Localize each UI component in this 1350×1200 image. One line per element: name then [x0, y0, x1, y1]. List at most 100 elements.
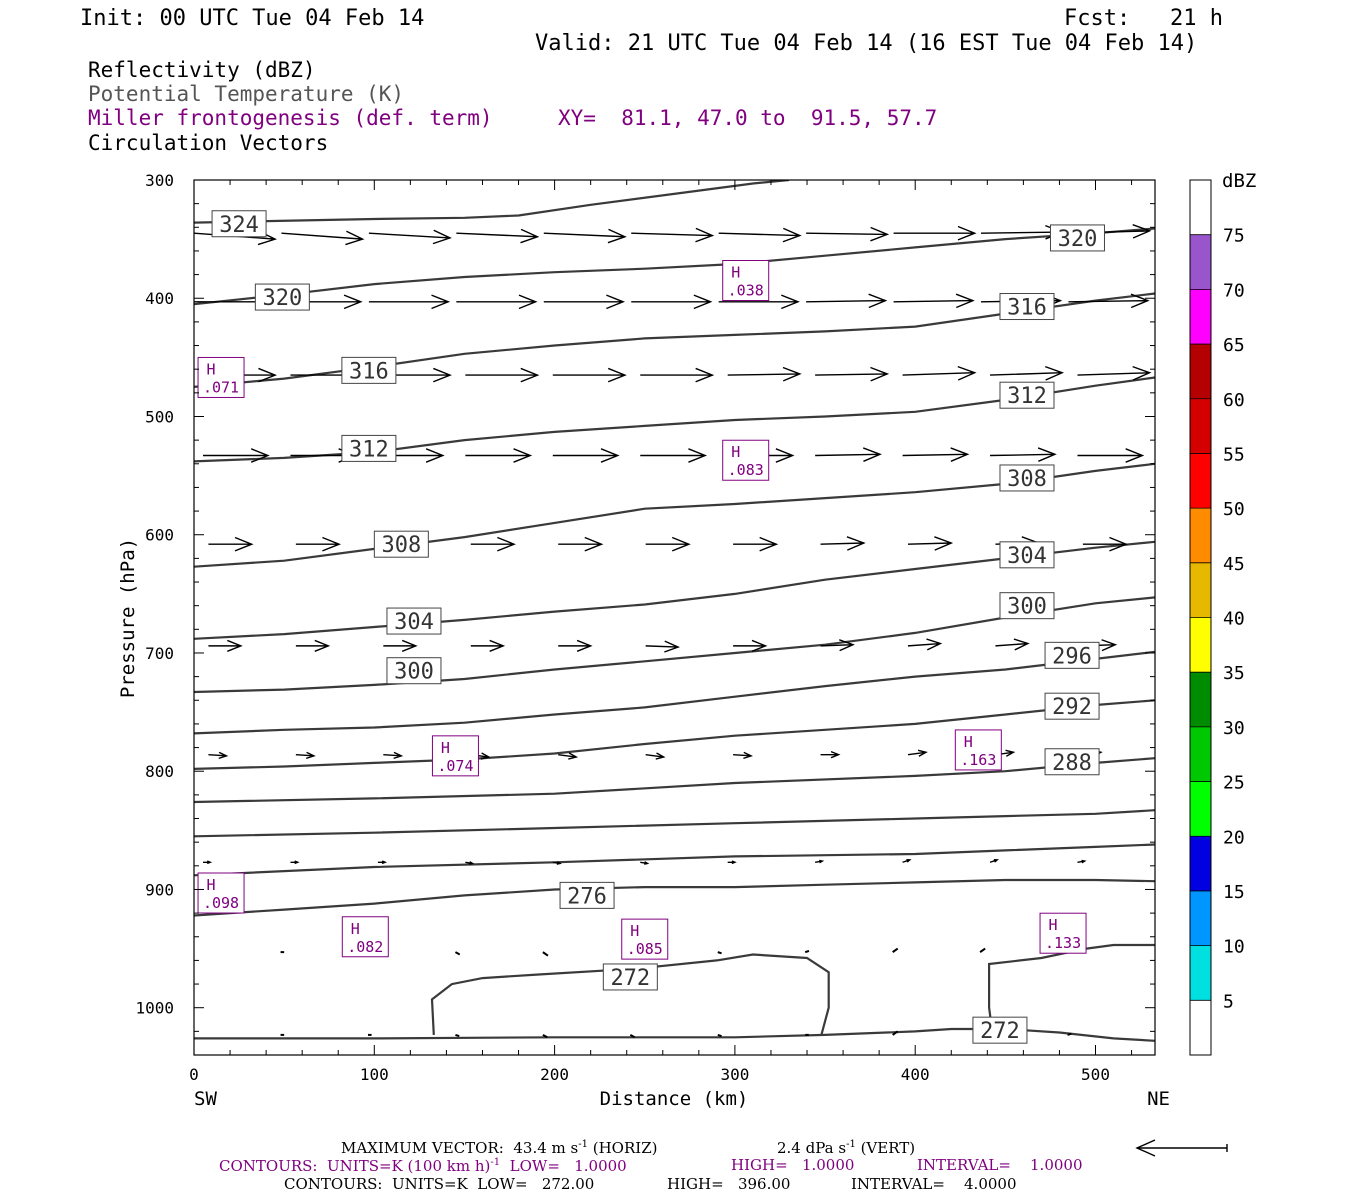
circulation-vectors — [194, 224, 1155, 1039]
theta-label-text: 300 — [1007, 595, 1047, 620]
contours1-low: LOW= 1.0000 — [500, 1157, 627, 1175]
frontogenesis-max: H.082 — [341, 916, 389, 958]
contours-frontogenesis: CONTOURS: UNITS=K (100 km h)-1 LOW= 1.00… — [219, 1158, 627, 1174]
vector — [368, 229, 452, 245]
y-tick-label: 600 — [145, 526, 174, 545]
frontogenesis-box — [197, 356, 245, 398]
frontogenesis-h: H — [630, 922, 639, 940]
vector — [727, 366, 802, 382]
theta-label-box — [972, 1016, 1028, 1044]
vector — [208, 751, 229, 760]
frontogenesis-value: .133 — [1045, 934, 1081, 952]
y-tick-label: 1000 — [135, 999, 174, 1018]
theta-label-text: 276 — [567, 884, 607, 909]
theta-label-304: 304 — [386, 607, 442, 635]
frontogenesis-h: H — [207, 360, 216, 378]
vector — [1154, 950, 1155, 953]
vector — [470, 536, 516, 552]
theta-label-text: 272 — [980, 1019, 1020, 1044]
colorbar-label: 45 — [1223, 554, 1245, 575]
vector — [717, 1033, 722, 1038]
vector — [640, 448, 708, 463]
axes: 300 400 500 600 700 800 900 1000 0 100 200 300 400 50… — [135, 171, 1155, 1084]
theta-contour-272 — [430, 953, 830, 1036]
y-tick-label: 800 — [145, 762, 174, 781]
theta-label-text: 316 — [349, 359, 389, 384]
vector — [631, 294, 713, 310]
frontogenesis-h: H — [731, 443, 740, 461]
frontogenesis-max: H.038 — [722, 260, 770, 302]
vector — [558, 536, 604, 552]
vector — [645, 640, 680, 653]
frontogenesis-value: .085 — [627, 940, 663, 958]
vector — [718, 294, 800, 310]
theta-contour-324 — [194, 180, 790, 224]
vector — [806, 226, 890, 242]
theta-label-box — [999, 381, 1055, 409]
theta-label-text: 300 — [394, 660, 434, 685]
vector — [295, 536, 342, 552]
vector — [907, 536, 954, 551]
theta-label-308: 308 — [999, 464, 1055, 492]
frontogenesis-value: .098 — [203, 894, 239, 912]
frontogenesis-box — [954, 729, 1002, 771]
theta-contour-280 — [194, 843, 1155, 877]
vector — [558, 752, 579, 760]
contours-theta-interval: INTERVAL= 4.0000 — [851, 1175, 1017, 1193]
field-potential-temperature: Potential Temperature (K) — [88, 82, 405, 106]
theta-label-272: 272 — [602, 963, 658, 991]
colorbar-label: 55 — [1223, 444, 1245, 465]
theta-label-300: 300 — [386, 657, 442, 685]
theta-label-text: 292 — [1052, 695, 1092, 720]
colorbar-label: 25 — [1223, 773, 1245, 794]
x-tick-label: 500 — [1081, 1065, 1110, 1084]
contours-theta: CONTOURS: UNITS=K LOW= 272.00 — [284, 1175, 595, 1193]
x-tick-label: 300 — [720, 1065, 749, 1084]
max-vector-vert-suffix: (VERT) — [855, 1139, 916, 1157]
vector — [295, 751, 316, 760]
vector — [377, 860, 388, 865]
colorbar-unit: dBZ — [1222, 170, 1256, 192]
vector — [892, 1030, 899, 1036]
vector — [733, 536, 779, 552]
theta-contour-272 — [988, 943, 1155, 1036]
vector — [552, 448, 620, 463]
vector — [727, 860, 737, 865]
x-tick-label: 100 — [360, 1065, 389, 1084]
vector — [470, 639, 506, 652]
vector — [820, 639, 855, 652]
frontogenesis-max: H.085 — [621, 918, 669, 960]
theta-label-text: 288 — [1052, 751, 1092, 776]
vector — [454, 951, 461, 956]
theta-label-box — [999, 464, 1055, 492]
theta-label-box — [341, 434, 397, 462]
frontogenesis-h: H — [1049, 916, 1058, 934]
frontogenesis-maxima: H.038H.071H.083H.074H.163H.098H.082H.085… — [197, 260, 1087, 960]
colorbar-swatch — [1190, 398, 1211, 454]
colorbar-label: 5 — [1223, 991, 1234, 1012]
theta-label-320: 320 — [254, 283, 310, 311]
vector — [208, 536, 254, 552]
vector — [979, 947, 986, 953]
theta-label-text: 320 — [262, 286, 302, 311]
colorbar-swatch — [1190, 234, 1211, 290]
vector — [990, 365, 1065, 381]
vector — [281, 230, 365, 246]
y-tick-label: 900 — [145, 880, 174, 899]
theta-label-text: 304 — [1007, 544, 1047, 569]
theta-label-box — [1044, 692, 1100, 720]
max-vector-vert-text: 2.4 dPa s — [777, 1139, 847, 1157]
theta-label-276: 276 — [559, 881, 615, 909]
y-axis-label: Pressure (hPa) — [117, 538, 139, 698]
vector — [465, 861, 475, 865]
theta-label-300: 300 — [999, 592, 1055, 620]
theta-label-text: 312 — [349, 437, 389, 462]
cross-section-endpoints: XY= 81.1, 47.0 to 91.5, 57.7 — [558, 106, 938, 130]
colorbar-swatch — [1190, 890, 1211, 946]
x-tick-label: 0 — [189, 1065, 199, 1084]
plot-frame — [193, 179, 1156, 1056]
vector — [295, 639, 331, 652]
colorbar-label: 70 — [1223, 280, 1245, 301]
vector — [733, 639, 768, 652]
theta-label-272: 272 — [972, 1016, 1028, 1044]
